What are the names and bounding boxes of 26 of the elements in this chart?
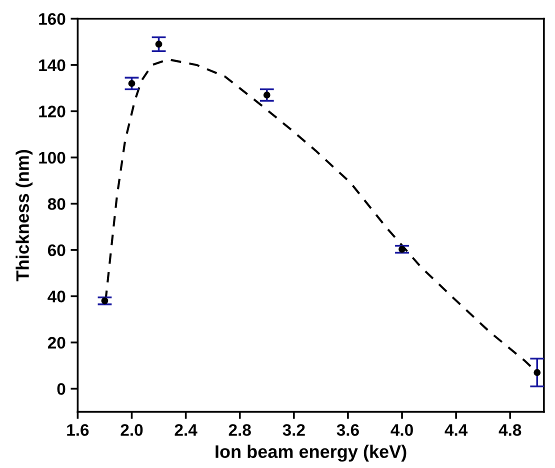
point [263,92,270,99]
y-tick-label: 120 [39,106,66,118]
x-tick-label: 3.6 [336,424,359,436]
x-tick-label: 1.6 [67,424,89,436]
x-tick-label: 4.8 [498,424,522,436]
y-tick-label: 60 [48,244,66,256]
y-tick-label: 100 [39,152,66,164]
x-axis-title: Ion beam energy (keV) [216,444,406,462]
y-tick-label: 40 [48,290,66,302]
y-tick-label: 0 [57,383,66,395]
x-tick-label: 2.0 [120,424,143,436]
y-tick-label: 160 [39,13,66,25]
x-tick-label: 4.4 [444,424,468,436]
x-tick-label: 2.4 [174,424,198,436]
point [155,40,162,48]
point [128,80,136,87]
x-tick-label: 3.2 [282,424,305,436]
x-tick-label: 2.8 [228,424,251,436]
y-tick-label: 140 [39,59,66,72]
x-tick-label: 4.0 [390,424,413,436]
y-tick-label: 20 [48,336,66,349]
point [101,297,108,304]
y-axis-title: Thickness (nm) [16,150,33,282]
point [534,369,541,376]
y-tick-label: 80 [48,198,66,210]
point [398,246,406,253]
